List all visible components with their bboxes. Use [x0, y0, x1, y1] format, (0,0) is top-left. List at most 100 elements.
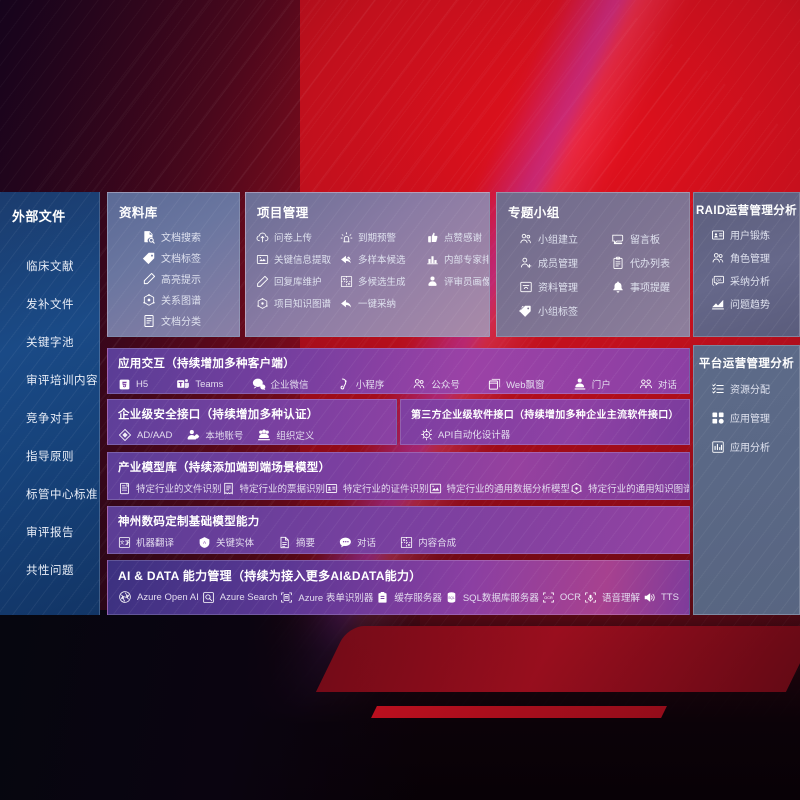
sidebar-item-common-issues[interactable]: 共性问题: [0, 551, 99, 589]
item-official-account[interactable]: 公众号: [412, 377, 460, 391]
item-issue-trend[interactable]: 问题趋势: [711, 296, 799, 311]
item-resource-allocation[interactable]: 资源分配: [711, 381, 799, 396]
bar-ranking-icon: [426, 253, 439, 266]
item-role-management[interactable]: 角色管理: [711, 250, 799, 265]
sidebar-item-competitors[interactable]: 竞争对手: [0, 399, 99, 437]
item-h5[interactable]: H5: [118, 378, 148, 391]
item-api-designer[interactable]: API自动化设计器: [419, 427, 510, 441]
item-miniprogram[interactable]: 小程序: [337, 377, 384, 391]
item-key-entity[interactable]: A 关键实体: [198, 535, 254, 549]
sidebar-item-review-training[interactable]: 审评培训内容: [0, 361, 99, 399]
item-reviewer-portrait[interactable]: 评审员画像: [426, 274, 489, 288]
item-sql-database-server[interactable]: SQL SQL数据库服务器: [445, 590, 539, 604]
item-label: 摘要: [296, 538, 316, 549]
item-thanks-like[interactable]: 点赞感谢: [426, 230, 489, 244]
shield-diamond-icon: [118, 428, 132, 442]
band-item-row: 文 机器翻译 A 关键实体 摘要 对话 内容合成: [118, 535, 689, 549]
item-dialog[interactable]: 对话: [339, 535, 376, 549]
item-data-analysis-model[interactable]: 特定行业的通用数据分析模型: [429, 481, 570, 495]
item-label: API自动化设计器: [438, 430, 511, 441]
knowledge-graph-icon: [570, 482, 583, 495]
item-invoice-recognition[interactable]: 特定行业的票据识别: [222, 481, 325, 495]
sidebar-item-guiding-principles[interactable]: 指导原则: [0, 437, 99, 475]
item-label: 应用管理: [730, 414, 770, 425]
band-title: 产业模型库（持续添加端到端场景模型）: [118, 462, 331, 474]
wecom-icon: [252, 377, 266, 391]
item-ad-aad[interactable]: AD/AAD: [118, 428, 172, 442]
item-label: 问卷上传: [274, 233, 313, 244]
item-cache-server[interactable]: 缓存服务器: [376, 590, 442, 604]
item-material-management[interactable]: 资料管理: [519, 279, 611, 294]
item-label: 组织定义: [276, 431, 315, 442]
item-key-info-extract[interactable]: 关键信息提取: [256, 252, 340, 266]
item-questionnaire-upload[interactable]: 问卷上传: [256, 230, 340, 244]
cache-server-icon: [376, 591, 389, 604]
item-azure-openai[interactable]: Azure Open AI: [118, 590, 199, 604]
item-machine-translation[interactable]: 文 机器翻译: [118, 535, 174, 549]
band-item-row: 特定行业的文件识别 特定行业的票据识别 特定行业的证件识别 特定行业的通用数据分…: [118, 481, 689, 495]
invoice-recognize-icon: [222, 482, 235, 495]
panel-title: RAID运营管理分析: [695, 205, 798, 217]
sidebar-item-supplement-files[interactable]: 发补文件: [0, 285, 99, 323]
item-speech-understanding[interactable]: 语音理解: [584, 590, 640, 604]
item-member-management[interactable]: 成员管理: [519, 255, 611, 270]
item-label: 缓存服务器: [394, 593, 442, 604]
item-local-account[interactable]: 本地账号: [186, 428, 243, 442]
item-file-recognition[interactable]: 特定行业的文件识别: [118, 481, 222, 495]
user-card-icon: [711, 228, 725, 242]
sidebar-item-label: 审评报告: [26, 527, 74, 539]
item-azure-search[interactable]: Azure Search: [202, 591, 277, 604]
item-knowledge-graph-model[interactable]: 特定行业的通用知识图谱模型: [570, 481, 689, 495]
item-application-analysis[interactable]: 应用分析: [711, 439, 799, 454]
file-search-icon: [142, 230, 156, 244]
item-one-click-adopt[interactable]: 一键采纳: [340, 296, 426, 310]
sidebar-item-label: 标管中心标准: [26, 489, 98, 501]
item-summary[interactable]: 摘要: [278, 535, 315, 549]
item-message-board[interactable]: 留言板: [611, 231, 689, 246]
bell-icon: [611, 280, 625, 294]
item-dialog[interactable]: 对话: [639, 377, 677, 391]
item-portal[interactable]: 门户: [573, 377, 611, 391]
item-event-reminder[interactable]: 事项提醒: [611, 279, 689, 294]
item-reply-library-maintain[interactable]: 回复库维护: [256, 274, 340, 288]
item-application-management[interactable]: 应用管理: [711, 410, 799, 425]
item-label: 成员管理: [538, 259, 578, 270]
item-user-training[interactable]: 用户锻炼: [711, 227, 799, 242]
sidebar-item-keyword-pool[interactable]: 关键字池: [0, 323, 99, 361]
panel-item-grid: 问卷上传 到期预警 点赞感谢 关键信息提取 多样本候选 内部专家排名 回复库维护: [256, 230, 489, 310]
item-label: 关键信息提取: [274, 255, 332, 266]
item-id-recognition[interactable]: 特定行业的证件识别: [325, 481, 429, 495]
item-form-recognizer[interactable]: Azure 表单识别器: [280, 590, 373, 604]
item-highlight-hint[interactable]: 高亮提示: [142, 271, 239, 286]
item-web-float-window[interactable]: Web飘窗: [488, 377, 545, 391]
item-tts[interactable]: TTS: [643, 591, 679, 604]
item-adoption-analysis[interactable]: QA 采纳分析: [711, 273, 799, 288]
item-org-define[interactable]: 组织定义: [257, 428, 314, 442]
item-label: 问题趋势: [730, 300, 770, 311]
item-label: 对话: [357, 538, 377, 549]
item-document-classify[interactable]: 文档分类: [142, 313, 239, 328]
item-multi-candidate-generate[interactable]: 多候选生成: [340, 274, 426, 288]
item-todo-list[interactable]: 代办列表: [611, 255, 689, 270]
item-document-tag[interactable]: 文档标签: [142, 250, 239, 265]
item-group-create[interactable]: 小组建立: [519, 231, 611, 246]
item-internal-expert-ranking[interactable]: 内部专家排名: [426, 252, 489, 266]
item-content-synthesis[interactable]: 内容合成: [400, 535, 456, 549]
sidebar-item-label: 审评培训内容: [26, 375, 98, 387]
panel-item-list: 用户锻炼 角色管理 QA 采纳分析 问题趋势: [711, 227, 799, 311]
item-group-tag[interactable]: 小组标签: [519, 303, 611, 318]
item-multi-sample-candidate[interactable]: 多样本候选: [340, 252, 426, 266]
item-wecom[interactable]: 企业微信: [252, 377, 309, 391]
item-label: 特定行业的通用知识图谱模型: [588, 484, 689, 495]
item-due-warning[interactable]: 到期预警: [340, 230, 426, 244]
sidebar-item-clinical-literature[interactable]: 临床文献: [0, 247, 99, 285]
item-ocr[interactable]: OCR OCR: [542, 591, 581, 604]
item-teams[interactable]: Teams: [176, 377, 223, 391]
svg-text:A: A: [203, 539, 207, 544]
sidebar-item-standards-center[interactable]: 标管中心标准: [0, 475, 99, 513]
item-relation-graph[interactable]: 关系图谱: [142, 292, 239, 307]
sidebar-item-review-report[interactable]: 审评报告: [0, 513, 99, 551]
item-project-knowledge-graph[interactable]: 项目知识图谱: [256, 296, 340, 310]
item-label: OCR: [559, 591, 581, 603]
item-document-search[interactable]: 文档搜索: [142, 229, 239, 244]
